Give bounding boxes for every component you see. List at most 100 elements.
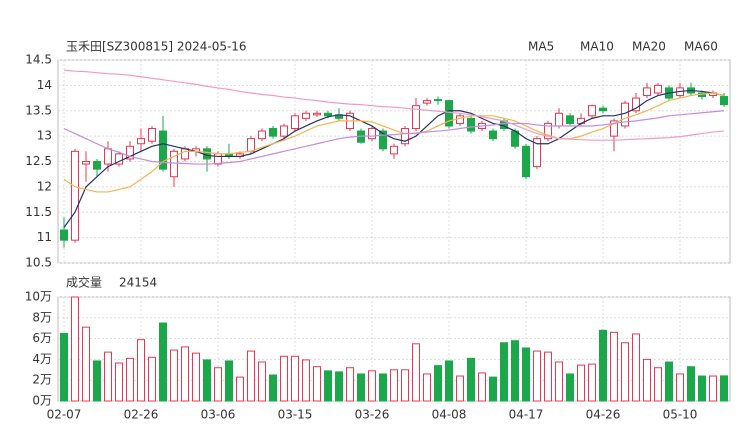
- candle-body: [643, 87, 651, 97]
- y-tick-label: 13.5: [25, 103, 52, 117]
- volume-bar: [423, 373, 431, 402]
- candle-body: [401, 128, 409, 145]
- candle-body: [291, 115, 299, 130]
- candle-body: [566, 115, 574, 124]
- volume-bar: [632, 333, 640, 402]
- y-tick-label: 2万: [32, 373, 52, 387]
- candle-body: [632, 97, 640, 112]
- candle-body: [324, 112, 332, 117]
- y-tick-label: 8万: [32, 310, 52, 324]
- volume-bar: [269, 374, 277, 402]
- volume-bar: [533, 350, 541, 402]
- volume-bar: [456, 375, 464, 402]
- ma-line: [63, 110, 725, 165]
- volume-bar: [390, 369, 398, 402]
- volume-bar: [82, 326, 90, 402]
- volume-bar: [577, 364, 585, 402]
- volume-bar: [544, 351, 552, 402]
- volume-bar: [566, 373, 574, 402]
- candle-body: [280, 125, 288, 137]
- ma-line: [63, 89, 725, 228]
- candle-body: [368, 128, 376, 140]
- volume-bar: [71, 296, 79, 402]
- x-tick-label: 04-26: [586, 408, 621, 422]
- y-tick-label: 14.5: [25, 53, 52, 67]
- y-tick-label: 10万: [25, 290, 52, 304]
- legend-entry: MA20: [632, 40, 666, 54]
- candle-body: [181, 148, 189, 160]
- candle-body: [269, 128, 277, 137]
- y-tick-label: 4万: [32, 352, 52, 366]
- volume-title: 成交量: [66, 275, 102, 290]
- volume-bar: [698, 375, 706, 402]
- volume-bar: [115, 362, 123, 402]
- volume-latest: 24154: [119, 276, 157, 290]
- volume-bar: [434, 365, 442, 402]
- volume-bar: [159, 322, 167, 402]
- candle-body: [170, 150, 178, 178]
- volume-bar: [489, 376, 497, 402]
- volume-bar: [555, 361, 563, 402]
- candle-body: [467, 117, 475, 132]
- volume-bar: [357, 373, 365, 402]
- candle-body: [104, 148, 112, 165]
- volume-bar: [379, 373, 387, 402]
- volume-bar: [170, 349, 178, 402]
- volume-bar: [313, 366, 321, 402]
- legend-entry: MA5: [528, 40, 554, 54]
- candle-body: [258, 130, 266, 140]
- volume-bar: [104, 351, 112, 402]
- candle-body: [379, 130, 387, 150]
- volume-bar: [137, 339, 145, 402]
- volume-bar: [467, 357, 475, 402]
- volume-bar: [280, 355, 288, 402]
- volume-bar: [654, 367, 662, 402]
- y-tick-label: 12.5: [25, 154, 52, 168]
- x-tick-label: 05-10: [663, 408, 698, 422]
- legend-entry: MA60: [684, 40, 718, 54]
- volume-bar: [148, 356, 156, 402]
- candle-body: [456, 115, 464, 124]
- legend-entry: MA10: [580, 40, 614, 54]
- candle-body: [60, 229, 68, 241]
- volume-bar: [665, 361, 673, 402]
- volume-bar: [126, 357, 134, 402]
- y-tick-label: 0万: [32, 394, 52, 408]
- x-tick-label: 03-26: [355, 408, 390, 422]
- candle-body: [720, 96, 728, 106]
- volume-bar: [412, 343, 420, 402]
- candle-body: [148, 128, 156, 142]
- x-tick-label: 04-08: [432, 408, 467, 422]
- volume-bar: [346, 367, 354, 402]
- volume-bar: [93, 360, 101, 402]
- volume-bar: [687, 366, 695, 402]
- candle-body: [93, 161, 101, 170]
- candle-body: [654, 84, 662, 94]
- y-tick-label: 11: [37, 230, 52, 244]
- candle-body: [214, 153, 222, 165]
- x-tick-label: 04-17: [509, 408, 544, 422]
- chart-title: 玉禾田[SZ300815] 2024-05-16: [66, 40, 247, 54]
- y-tick-label: 6万: [32, 331, 52, 345]
- candle-body: [137, 138, 145, 145]
- volume-bar: [588, 363, 596, 402]
- candle-body: [599, 107, 607, 112]
- candle-body: [588, 105, 596, 117]
- volume-bar: [258, 361, 266, 402]
- candle-body: [522, 145, 530, 178]
- candle-body: [610, 120, 618, 137]
- volume-bar: [203, 359, 211, 402]
- candle-body: [434, 99, 442, 102]
- volume-bar: [214, 367, 222, 402]
- candle-body: [82, 161, 90, 165]
- volume-bar: [302, 359, 310, 402]
- volume-bar: [225, 360, 233, 402]
- volume-bar: [709, 375, 717, 402]
- volume-bar: [522, 347, 530, 402]
- x-tick-label: 03-06: [201, 408, 236, 422]
- x-tick-label: 02-26: [124, 408, 159, 422]
- volume-bar: [236, 376, 244, 402]
- candle-body: [247, 138, 255, 152]
- candle-body: [115, 153, 123, 165]
